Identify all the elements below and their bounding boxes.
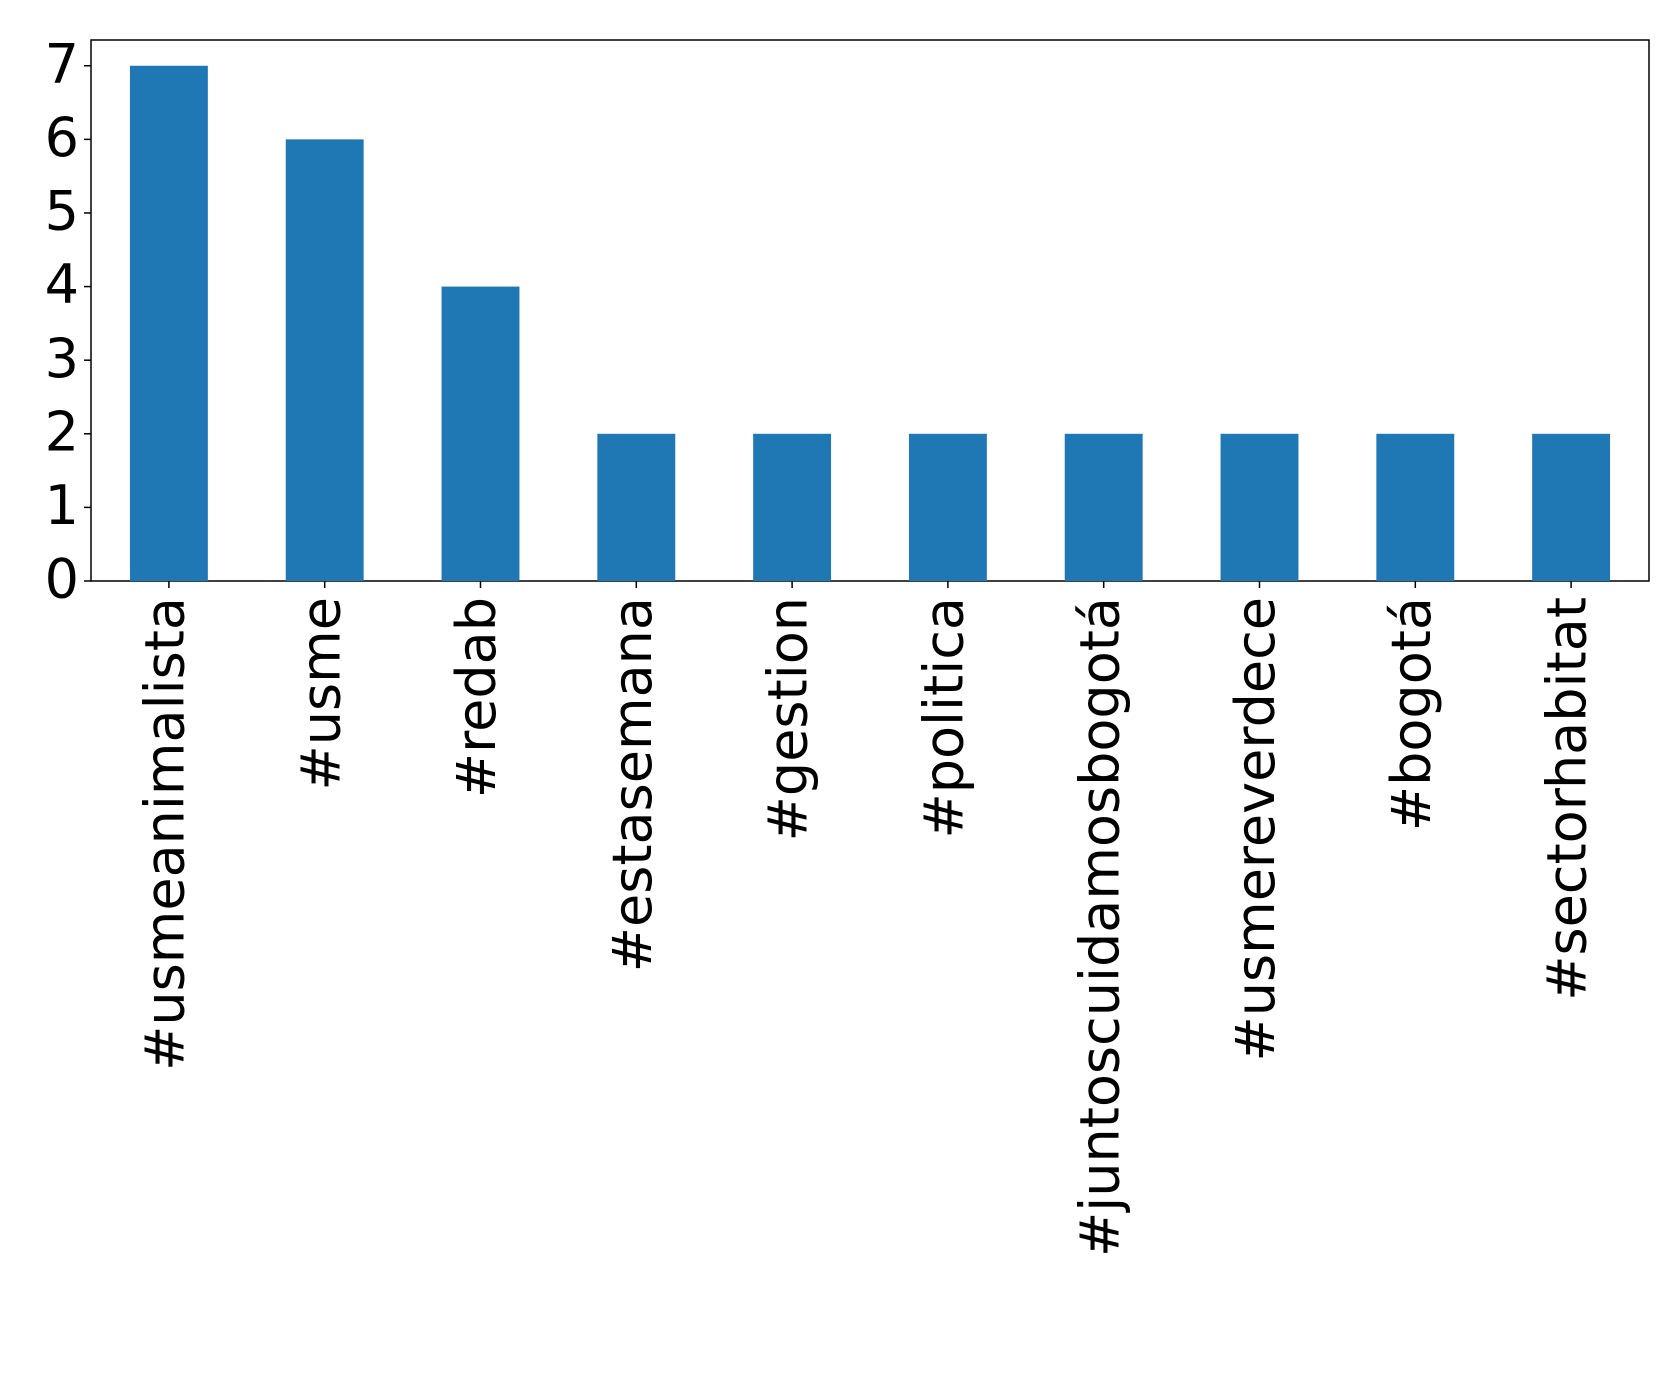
x-tick-label: #sectorhabitat	[1536, 597, 1599, 1001]
y-tick-label: 3	[45, 327, 79, 390]
bar	[908, 433, 987, 581]
bar	[753, 433, 832, 581]
x-tick-label: #bogotá	[1380, 597, 1443, 831]
x-tick-label: #politica	[913, 597, 976, 839]
bar	[1064, 433, 1143, 581]
x-tick-label: #usmereverdece	[1224, 597, 1287, 1062]
y-tick-label: 2	[45, 400, 79, 463]
y-tick-label: 7	[45, 32, 79, 95]
x-tick-label: #estasemana	[601, 597, 664, 972]
x-tick-label: #juntoscuidamosbogotá	[1068, 597, 1131, 1257]
bar	[129, 65, 208, 581]
y-tick-label: 1	[45, 474, 79, 537]
bar	[285, 139, 364, 581]
x-tick-label: #usme	[289, 597, 352, 790]
bar	[1376, 433, 1455, 581]
bar	[1532, 433, 1611, 581]
x-tick-label: #gestion	[757, 597, 820, 841]
y-tick-label: 5	[45, 180, 79, 243]
x-tick-label: #redab	[445, 597, 508, 798]
bar	[597, 433, 676, 581]
plot-frame	[90, 39, 1650, 582]
y-tick-label: 4	[45, 253, 79, 316]
y-tick-label: 0	[45, 548, 79, 611]
x-tick-label: #usmeanimalista	[134, 597, 197, 1071]
y-tick-label: 6	[45, 106, 79, 169]
bar	[1220, 433, 1299, 581]
bar	[441, 286, 520, 581]
